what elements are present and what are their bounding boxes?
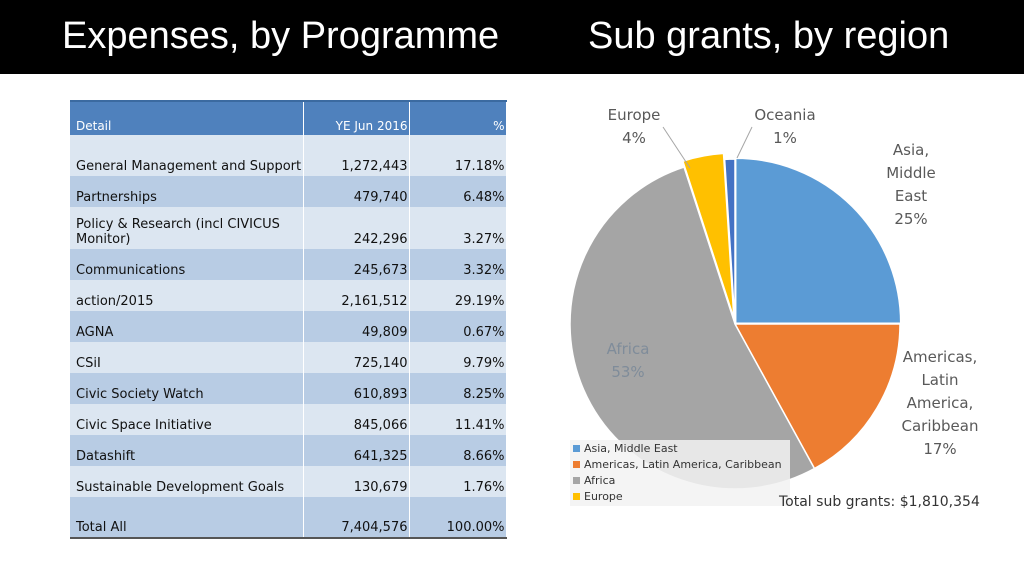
table-row: action/2015 2,161,512 29.19% — [70, 280, 507, 311]
header-bar: Expenses, by Programme Sub grants, by re… — [0, 0, 1024, 74]
row-percent: 8.25% — [409, 373, 507, 404]
row-amount: 130,679 — [303, 466, 410, 497]
row-amount: 2,161,512 — [303, 280, 410, 311]
row-percent: 3.27% — [409, 207, 507, 249]
table-row: Partnerships 479,740 6.48% — [70, 176, 507, 207]
table-total-row: Total All 7,404,576 100.00% — [70, 497, 507, 539]
pie-label-oceania: Oceania 1% — [754, 106, 815, 147]
oceania-leader-line — [736, 126, 753, 159]
table-row: Civic Space Initiative 845,066 11.41% — [70, 404, 507, 435]
table-row: AGNA 49,809 0.67% — [70, 311, 507, 342]
row-detail: Policy & Research (incl CIVICUS Monitor) — [70, 207, 304, 249]
row-percent: 6.48% — [409, 176, 507, 207]
row-percent: 17.18% — [409, 135, 507, 176]
table-row: Civic Society Watch 610,893 8.25% — [70, 373, 507, 404]
expenses-table: Detail YE Jun 2016% General Management and… — [70, 100, 507, 539]
pie-slice-europe — [681, 152, 735, 319]
table-row: Datashift 641,325 8.66% — [70, 435, 507, 466]
legend-entry: Americas, Latin America, Caribbean — [584, 458, 782, 471]
legend-swatch — [573, 461, 580, 468]
row-detail: Partnerships — [70, 176, 304, 207]
legend-swatch — [573, 477, 580, 484]
row-detail: Sustainable Development Goals — [70, 466, 304, 497]
total-subgrants-note: Total sub grants: $1,810,354 — [779, 494, 980, 510]
legend-swatch — [573, 445, 580, 452]
row-percent: 9.79% — [409, 342, 507, 373]
row-percent: 11.41% — [409, 404, 507, 435]
europe-leader-line — [662, 126, 691, 169]
row-detail: CSiI — [70, 342, 304, 373]
row-amount: 641,325 — [303, 435, 410, 466]
pie-legend: Asia, Middle East Americas, Latin America… — [570, 440, 790, 506]
pie-label-asia-middle-east: Asia, Middle East 25% — [886, 141, 936, 228]
total-amount: 7,404,576 — [303, 497, 410, 539]
row-amount: 49,809 — [303, 311, 410, 342]
row-percent: 8.66% — [409, 435, 507, 466]
row-amount: 479,740 — [303, 176, 410, 207]
table-row: Policy & Research (incl CIVICUS Monitor)… — [70, 207, 507, 249]
row-amount: 245,673 — [303, 249, 410, 280]
row-percent: 3.32% — [409, 249, 507, 280]
row-amount: 725,140 — [303, 342, 410, 373]
row-detail: General Management and Support — [70, 135, 304, 176]
pie-label-americas-latin-america-caribbean: Americas, Latin America, Caribbean 17% — [902, 348, 979, 458]
table-row: Sustainable Development Goals 130,679 1.76… — [70, 466, 507, 497]
legend-entry: Asia, Middle East — [584, 442, 678, 455]
row-detail: Civic Space Initiative — [70, 404, 304, 435]
header-percent: % — [409, 100, 507, 135]
header-year: YE Jun 2016 — [303, 100, 410, 135]
row-percent: 1.76% — [409, 466, 507, 497]
row-detail: action/2015 — [70, 280, 304, 311]
total-percent: 100.00% — [409, 497, 507, 539]
pie-label-africa: Africa 53% — [607, 340, 650, 381]
legend-swatch — [573, 493, 580, 500]
subgrants-title: Sub grants, by region — [588, 15, 950, 57]
row-amount: 242,296 — [303, 207, 410, 249]
row-detail: AGNA — [70, 311, 304, 342]
table-header-row: Detail YE Jun 2016% — [70, 100, 507, 135]
pie-slice-oceania — [723, 158, 736, 325]
row-amount: 1,272,443 — [303, 135, 410, 176]
expenses-title: Expenses, by Programme — [62, 15, 500, 57]
row-percent: 0.67% — [409, 311, 507, 342]
row-detail: Datashift — [70, 435, 304, 466]
pie-slice-asia-middle-east — [734, 157, 902, 325]
legend-entry: Europe — [584, 490, 623, 503]
table-row: General Management and Support 1,272,443 1… — [70, 135, 507, 176]
pie-label-europe: Europe 4% — [608, 106, 661, 147]
row-detail: Communications — [70, 249, 304, 280]
table-row: CSiI 725,140 9.79% — [70, 342, 507, 373]
legend-entry: Africa — [584, 474, 615, 487]
row-detail: Civic Society Watch — [70, 373, 304, 404]
row-amount: 610,893 — [303, 373, 410, 404]
pie-slice-americas-latin-america-caribbean — [733, 323, 901, 470]
row-percent: 29.19% — [409, 280, 507, 311]
row-amount: 845,066 — [303, 404, 410, 435]
total-detail: Total All — [70, 497, 304, 539]
table-row: Communications 245,673 3.32% — [70, 249, 507, 280]
header-detail: Detail — [70, 100, 304, 135]
